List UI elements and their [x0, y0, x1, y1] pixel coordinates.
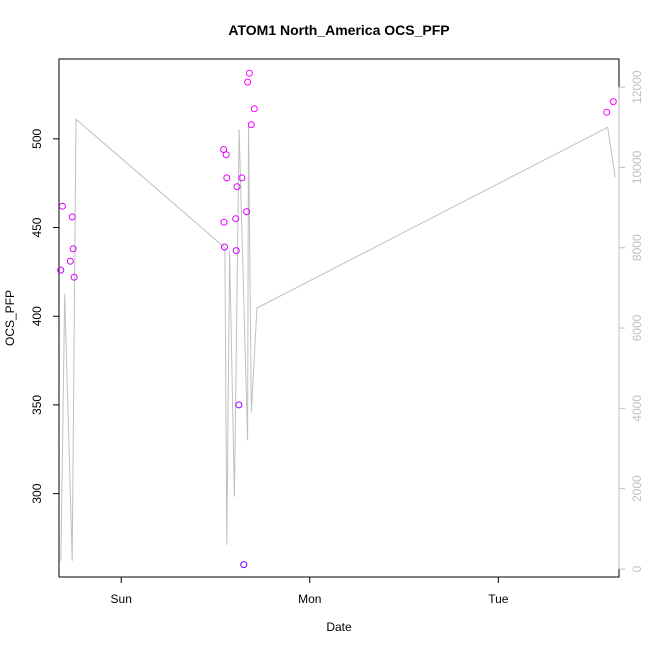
data-point — [250, 105, 258, 113]
y-tick-label-right: 0 — [630, 565, 644, 572]
y-tick-label-right: 12000 — [630, 70, 644, 104]
x-axis: Sun Mon Tue — [111, 576, 509, 606]
data-point — [70, 273, 78, 281]
plot-box — [58, 58, 620, 578]
data-point — [243, 208, 251, 216]
data-point — [238, 174, 246, 182]
data-point — [233, 183, 241, 191]
data-point — [221, 243, 228, 251]
data-point — [245, 69, 253, 77]
data-point — [223, 174, 231, 182]
data-point — [244, 78, 252, 86]
data-point — [220, 218, 228, 226]
data-point — [232, 247, 240, 255]
data-point — [240, 561, 248, 569]
data-point — [68, 213, 76, 221]
y-tick-label-left: 300 — [30, 483, 44, 503]
y-axis-left: 300 350 400 450 500 — [30, 128, 59, 504]
altitude-line — [60, 118, 616, 561]
y-axis-label: OCS_PFP — [3, 290, 17, 346]
x-tick-label: Tue — [488, 592, 509, 606]
y-tick-label-left: 350 — [30, 395, 44, 415]
data-point — [58, 202, 66, 210]
data-point — [57, 266, 65, 274]
y-tick-label-right: 8000 — [630, 234, 644, 261]
chart-title: ATOM1 North_America OCS_PFP — [228, 22, 449, 38]
x-axis-label: Date — [326, 620, 352, 634]
data-point — [235, 401, 243, 409]
x-tick-label: Mon — [298, 592, 321, 606]
y-tick-label-left: 500 — [30, 128, 44, 148]
ocs-pfp-points-series — [57, 69, 617, 569]
data-point — [247, 121, 255, 129]
y-tick-label-right: 10000 — [630, 150, 644, 184]
y-axis-right: 0 2000 4000 6000 8000 10000 12000 — [618, 70, 644, 572]
y-tick-label-right: 4000 — [630, 395, 644, 422]
data-point — [69, 245, 77, 253]
data-point — [222, 151, 230, 159]
data-point — [66, 257, 74, 265]
data-point — [232, 215, 240, 223]
altitude-line-series — [60, 118, 616, 561]
y-tick-label-right: 6000 — [630, 314, 644, 341]
data-point — [603, 108, 611, 116]
y-tick-label-right: 2000 — [630, 475, 644, 502]
y-tick-label-left: 450 — [30, 217, 44, 237]
y-tick-label-left: 400 — [30, 306, 44, 326]
x-tick-label: Sun — [111, 592, 132, 606]
data-point — [609, 98, 617, 106]
